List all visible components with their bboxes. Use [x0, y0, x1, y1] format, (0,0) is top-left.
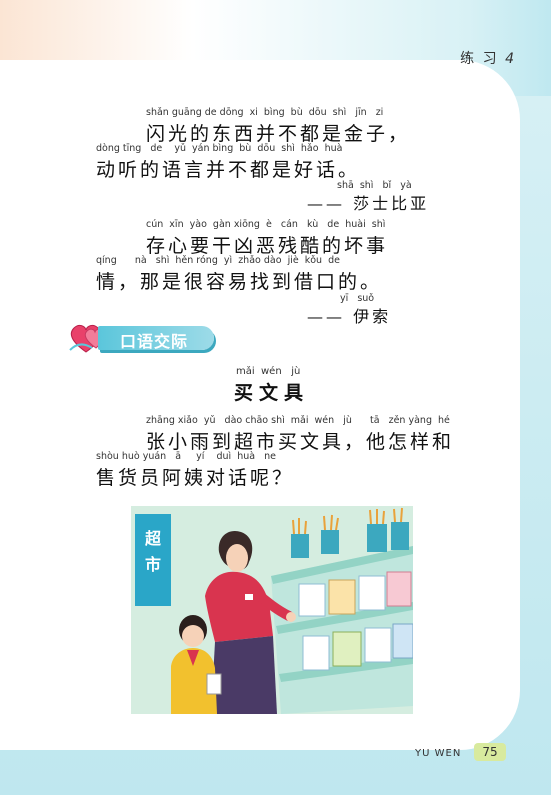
- header-title-text: 练 习: [460, 51, 499, 67]
- supermarket-illustration: 超 市: [131, 506, 413, 714]
- section-badge: 口语交际: [66, 318, 216, 356]
- pencil-cup-1: [291, 534, 309, 558]
- quote1-author: —— 莎士比亚: [307, 194, 430, 213]
- notebook: [302, 635, 330, 671]
- notebook: [364, 627, 392, 663]
- section-banner: [98, 326, 214, 350]
- sign-char-1: 超: [144, 529, 162, 548]
- lesson-para2-pinyin: shòu huò yuán ā yí duì huà ne: [96, 451, 277, 462]
- quote1-line1-text: 闪光的东西并不都是金子，: [146, 123, 411, 145]
- notebook: [332, 631, 362, 667]
- section-label: 口语交际: [120, 332, 189, 351]
- pencil-cup-2: [321, 530, 339, 554]
- quote1-author-pinyin: shā shì bǐ yà: [337, 180, 412, 191]
- notebook: [358, 575, 386, 611]
- header-exercise-number: 4: [505, 51, 516, 67]
- quote2-line2-pinyin: qíng nà shì hěn róng yì zhǎo dào jiè kǒu…: [96, 255, 340, 266]
- sign-char-2: 市: [145, 555, 161, 574]
- boy-figure: [171, 615, 222, 714]
- lesson-para2-text: 售货员阿姨对话呢？: [96, 467, 295, 489]
- notebook: [392, 623, 413, 659]
- notebook: [298, 583, 326, 617]
- quote2-line2-text: 情，那是很容易找到借口的。: [96, 271, 383, 293]
- quote2-line1-text: 存心要干凶恶残酷的坏事: [146, 235, 389, 257]
- page-header-title: 练 习 4: [460, 48, 516, 68]
- pencil-cup-4: [391, 522, 409, 550]
- footer-subject: YU WEN: [415, 748, 462, 759]
- lesson-title: 买文具: [234, 382, 310, 404]
- saleswoman-figure: [205, 530, 296, 714]
- quote1-line2-text: 动听的语言并不都是好话。: [96, 159, 361, 181]
- supermarket-sign: [135, 514, 171, 606]
- lesson-para1-text: 张小雨到超市买文具，他怎样和: [146, 431, 455, 453]
- quote2-line1-pinyin: cún xīn yào gàn xiōng è cán kù de huài s…: [146, 219, 386, 230]
- page-number: 75: [474, 743, 506, 761]
- notebook: [328, 579, 356, 615]
- quote1-line1-pinyin: shǎn guāng de dōng xi bìng bù dōu shì jī…: [146, 107, 384, 118]
- quote1-line2-pinyin: dòng tīng de yǔ yán bìng bù dōu shì hǎo …: [96, 143, 343, 154]
- lesson-title-pinyin: mǎi wén jù: [236, 366, 301, 377]
- quote2-author-pinyin: yī suǒ: [340, 293, 375, 304]
- lesson-para1-pinyin: zhāng xiǎo yǔ dào chāo shì mǎi wén jù tā…: [146, 415, 450, 426]
- notebook: [386, 571, 412, 607]
- quote2-author: —— 伊索: [307, 307, 392, 326]
- pencil-cup-3: [367, 524, 387, 552]
